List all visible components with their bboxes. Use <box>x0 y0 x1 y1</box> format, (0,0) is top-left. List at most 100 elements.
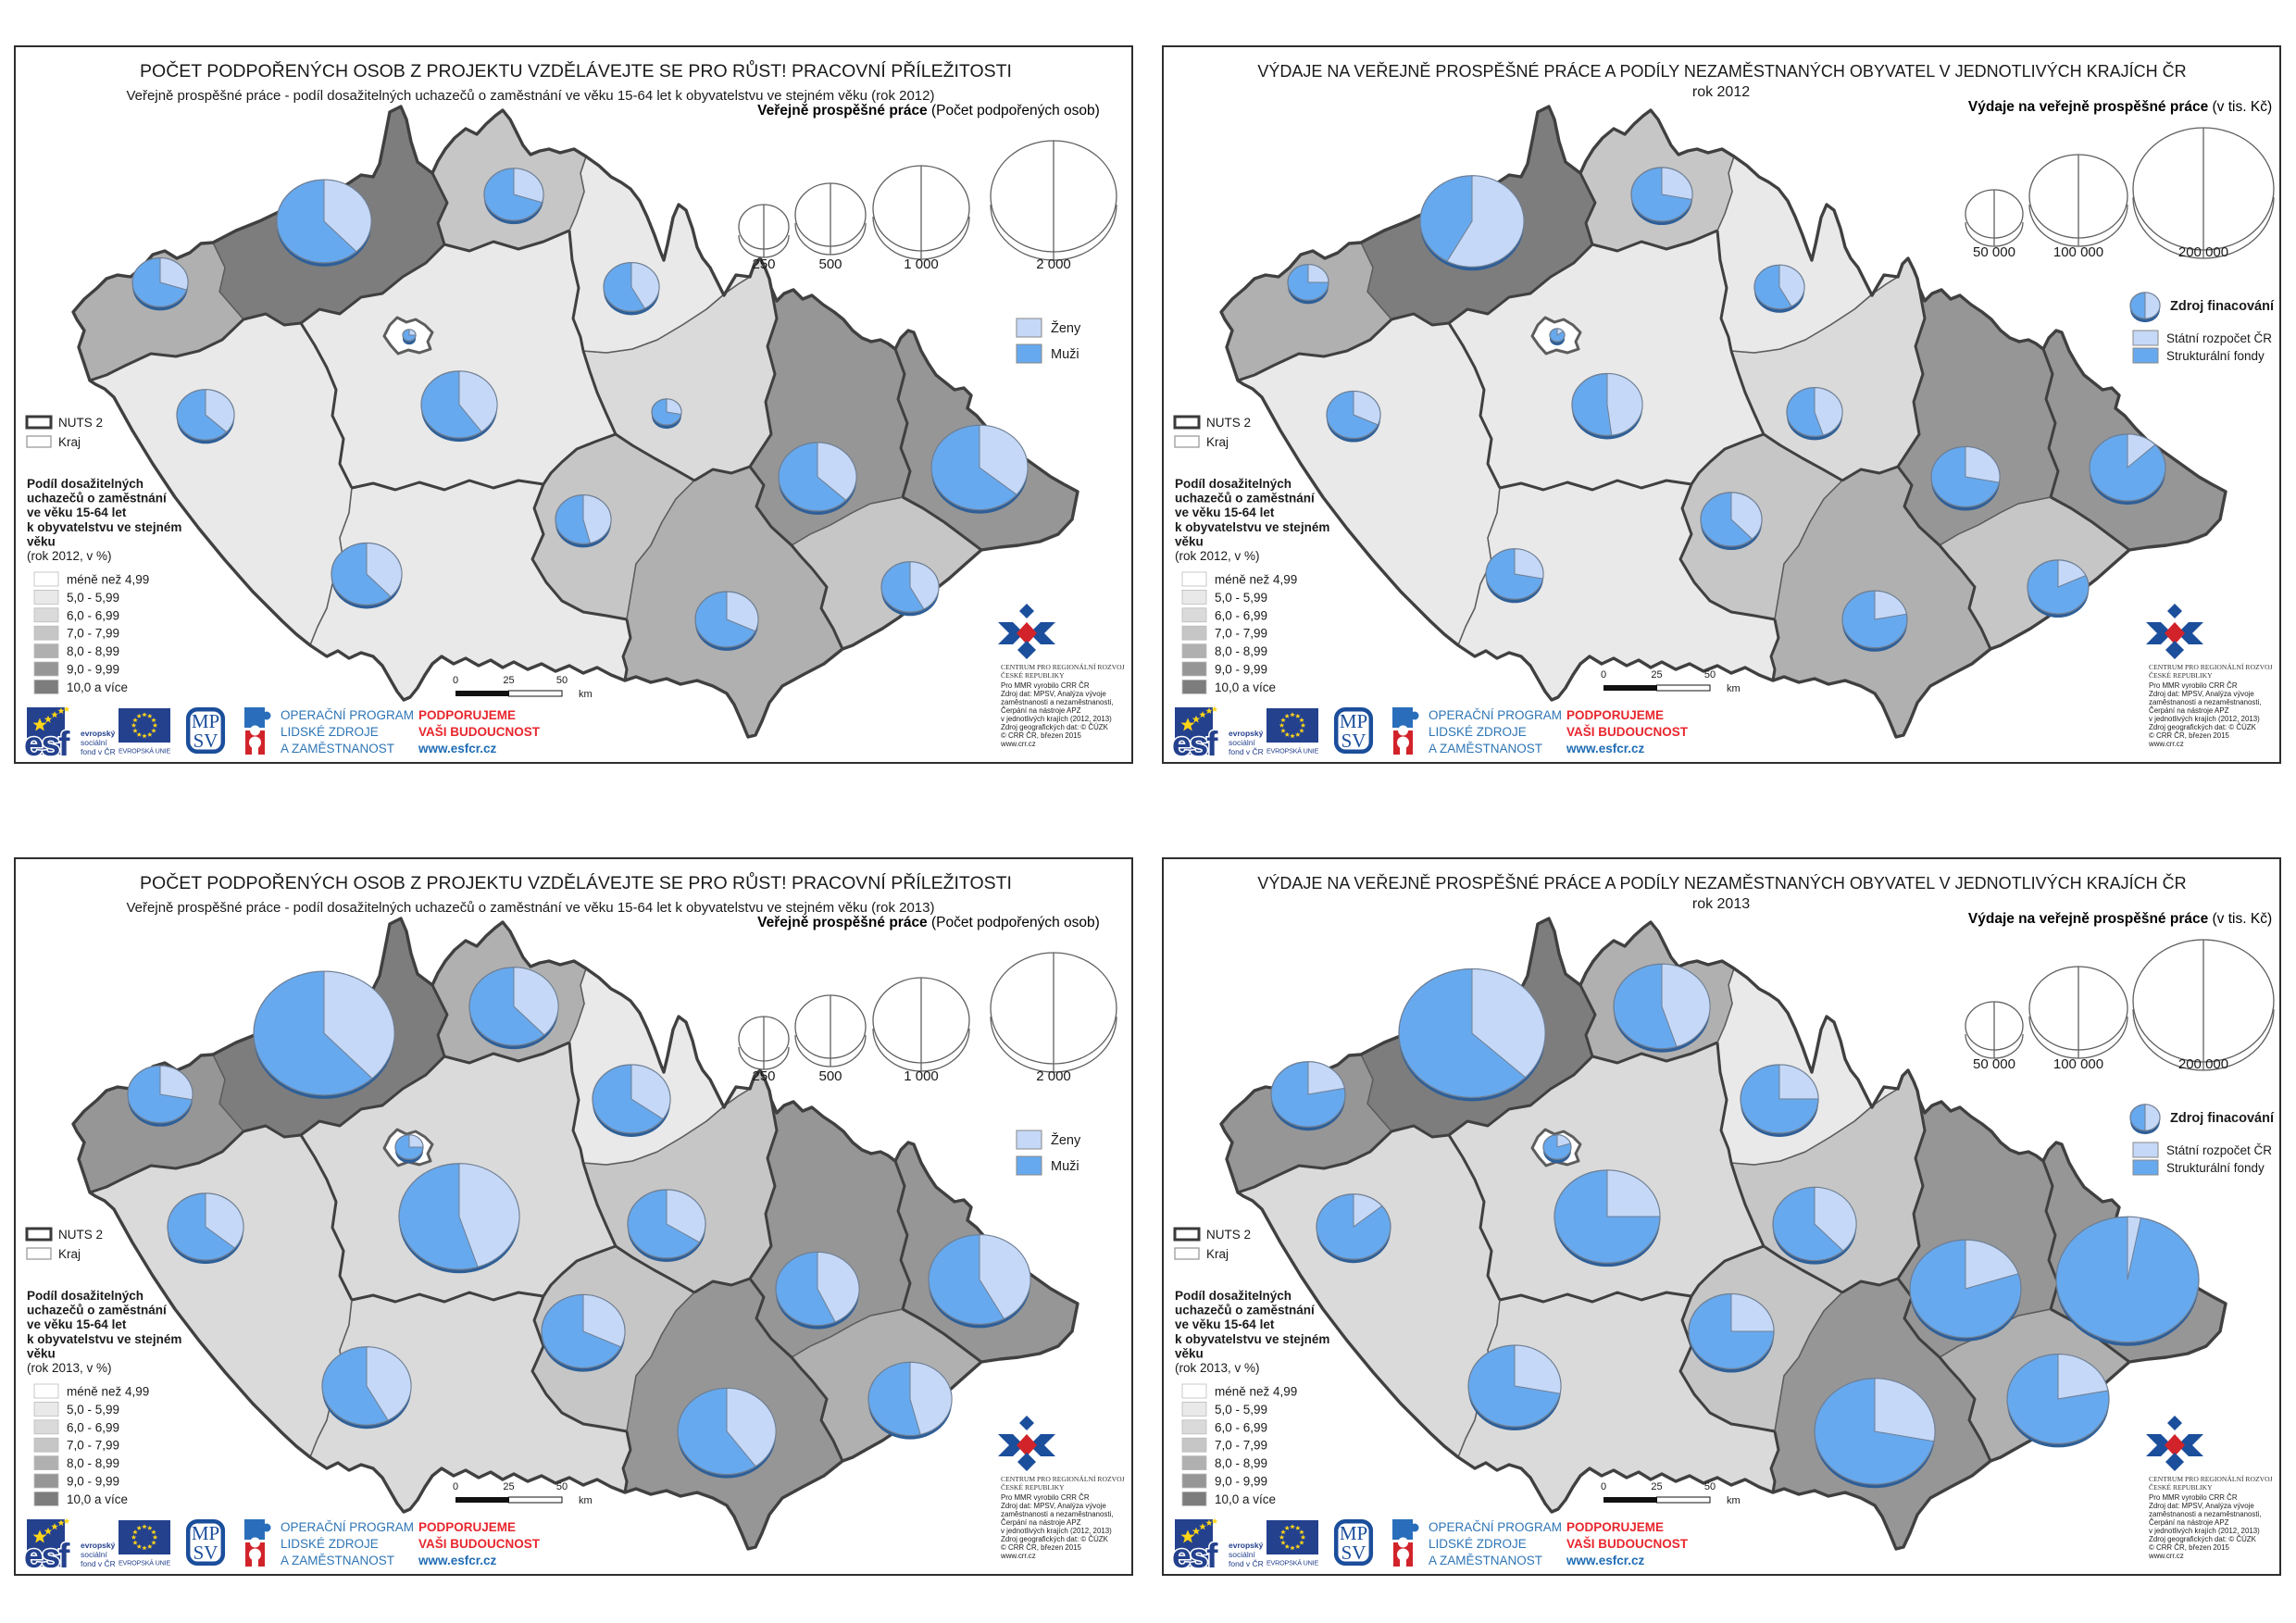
svg-text:0: 0 <box>1601 669 1606 680</box>
svg-text:NUTS 2: NUTS 2 <box>58 416 103 430</box>
svg-text:www.crr.cz: www.crr.cz <box>2148 740 2184 748</box>
svg-text:Čerpání na nástroje APZ: Čerpání na nástroje APZ <box>2149 1518 2229 1527</box>
svg-text:250: 250 <box>752 1068 775 1084</box>
svg-text:Kraj: Kraj <box>58 435 81 449</box>
svg-text:fond v ČR: fond v ČR <box>1229 747 1264 756</box>
svg-text:A ZAMĚSTNANOST: A ZAMĚSTNANOST <box>281 742 394 755</box>
svg-text:www.crr.cz: www.crr.cz <box>1000 740 1036 748</box>
svg-text:zaměstnanosti a nezaměstnanost: zaměstnanosti a nezaměstnanosti, <box>1001 1510 1114 1518</box>
svg-text:věku: věku <box>1175 1346 1204 1360</box>
svg-text:zaměstnanosti a nezaměstnanost: zaměstnanosti a nezaměstnanosti, <box>2149 698 2262 706</box>
svg-text:6,0 - 6,99: 6,0 - 6,99 <box>1215 608 1267 622</box>
svg-text:méně než 4,99: méně než 4,99 <box>67 573 149 587</box>
svg-text:www.esfcr.cz: www.esfcr.cz <box>418 1554 497 1567</box>
svg-text:50: 50 <box>556 1481 568 1492</box>
svg-text:8,0 - 8,99: 8,0 - 8,99 <box>67 1456 119 1470</box>
svg-text:www.esfcr.cz: www.esfcr.cz <box>418 742 497 755</box>
svg-text:9,0 - 9,99: 9,0 - 9,99 <box>67 1475 119 1489</box>
svg-text:Ženy: Ženy <box>1051 320 1081 336</box>
svg-text:10,0 a více: 10,0 a více <box>67 1492 128 1506</box>
svg-text:uchazečů o zaměstnání: uchazečů o zaměstnání <box>1175 1304 1316 1317</box>
svg-text:PODPORUJEME: PODPORUJEME <box>1566 708 1664 722</box>
svg-text:500: 500 <box>818 256 842 272</box>
svg-text:© CRR ČR, březen 2015: © CRR ČR, březen 2015 <box>2149 1543 2230 1552</box>
svg-text:5,0 - 5,99: 5,0 - 5,99 <box>67 591 119 605</box>
svg-text:POČET PODPOŘENÝCH OSOB Z PROJE: POČET PODPOŘENÝCH OSOB Z PROJEKTU VZDĚLÁ… <box>140 59 1012 81</box>
svg-text:2 000: 2 000 <box>1036 1068 1071 1084</box>
svg-text:A ZAMĚSTNANOST: A ZAMĚSTNANOST <box>1429 1554 1542 1567</box>
svg-text:OPERAČNÍ PROGRAM: OPERAČNÍ PROGRAM <box>281 1520 414 1534</box>
svg-text:5,0 - 5,99: 5,0 - 5,99 <box>67 1403 119 1417</box>
svg-text:věku: věku <box>27 1346 56 1360</box>
svg-text:MP: MP <box>1340 1522 1367 1544</box>
svg-text:esf: esf <box>1172 725 1218 763</box>
svg-text:Zdroj dat: MPSV, Analýza vývoj: Zdroj dat: MPSV, Analýza vývoje <box>1001 690 1106 698</box>
svg-text:Pro MMR vyrobilo CRR ČR: Pro MMR vyrobilo CRR ČR <box>1001 1493 1090 1502</box>
svg-text:10,0 a více: 10,0 a více <box>1215 1492 1276 1506</box>
svg-text:esf: esf <box>1172 1537 1218 1575</box>
svg-text:ČESKÉ REPUBLIKY: ČESKÉ REPUBLIKY <box>1001 1482 1065 1492</box>
svg-text:1 000: 1 000 <box>904 1068 939 1084</box>
svg-text:sociální: sociální <box>1229 738 1255 747</box>
svg-text:Zdroj geografických dat: © ČÚZ: Zdroj geografických dat: © ČÚZK <box>1001 723 1109 731</box>
svg-text:rok 2013: rok 2013 <box>1692 896 1750 912</box>
svg-text:Pro MMR vyrobilo CRR ČR: Pro MMR vyrobilo CRR ČR <box>2149 681 2238 690</box>
svg-text:SV: SV <box>193 1542 218 1564</box>
svg-text:www.crr.cz: www.crr.cz <box>1000 1552 1036 1560</box>
svg-text:esf: esf <box>24 1537 70 1575</box>
svg-text:Státní rozpočet ČR: Státní rozpočet ČR <box>2166 1143 2272 1157</box>
svg-text:Kraj: Kraj <box>1206 435 1229 449</box>
svg-text:6,0 - 6,99: 6,0 - 6,99 <box>1215 1420 1267 1434</box>
svg-text:50 000: 50 000 <box>1973 1056 2015 1072</box>
svg-text:www.crr.cz: www.crr.cz <box>2148 1552 2184 1560</box>
svg-text:EVROPSKÁ UNIE: EVROPSKÁ UNIE <box>119 1559 171 1567</box>
svg-text:8,0 - 8,99: 8,0 - 8,99 <box>1215 1456 1267 1470</box>
svg-text:km: km <box>1727 1495 1741 1506</box>
svg-text:50 000: 50 000 <box>1973 244 2015 260</box>
svg-text:Zdroj geografických dat: © ČÚZ: Zdroj geografických dat: © ČÚZK <box>2149 1535 2257 1543</box>
svg-text:Strukturální fondy: Strukturální fondy <box>2166 1161 2265 1175</box>
svg-text:Zdroj dat: MPSV, Analýza vývoj: Zdroj dat: MPSV, Analýza vývoje <box>2149 690 2254 698</box>
svg-text:EVROPSKÁ UNIE: EVROPSKÁ UNIE <box>119 747 171 755</box>
svg-text:sociální: sociální <box>81 1550 107 1559</box>
svg-text:LIDSKÉ ZDROJE: LIDSKÉ ZDROJE <box>1429 1537 1527 1551</box>
svg-text:k obyvatelstvu ve stejném: k obyvatelstvu ve stejném <box>1175 1332 1329 1346</box>
svg-text:8,0 - 8,99: 8,0 - 8,99 <box>1215 644 1267 658</box>
svg-text:k obyvatelstvu ve stejném: k obyvatelstvu ve stejném <box>27 1332 181 1346</box>
svg-text:10,0 a více: 10,0 a více <box>1215 680 1276 694</box>
svg-text:© CRR ČR, březen 2015: © CRR ČR, březen 2015 <box>1001 731 1082 740</box>
svg-text:Čerpání na nástroje APZ: Čerpání na nástroje APZ <box>2149 706 2229 715</box>
svg-text:méně než 4,99: méně než 4,99 <box>1215 1385 1297 1399</box>
svg-text:© CRR ČR, březen 2015: © CRR ČR, březen 2015 <box>2149 731 2230 740</box>
svg-text:5,0 - 5,99: 5,0 - 5,99 <box>1215 1403 1267 1417</box>
svg-text:(rok 2012, v %): (rok 2012, v %) <box>27 549 112 563</box>
svg-text:km: km <box>579 689 593 700</box>
svg-text:POČET PODPOŘENÝCH OSOB Z PROJE: POČET PODPOŘENÝCH OSOB Z PROJEKTU VZDĚLÁ… <box>140 871 1012 893</box>
svg-text:v jednotlivých krajích (2012,: v jednotlivých krajích (2012, 2013) <box>1001 715 1112 723</box>
svg-text:www.esfcr.cz: www.esfcr.cz <box>1566 742 1645 755</box>
svg-text:8,0 - 8,99: 8,0 - 8,99 <box>67 644 119 658</box>
svg-text:CENTRUM PRO REGIONÁLNÍ ROZVOJ: CENTRUM PRO REGIONÁLNÍ ROZVOJ <box>2149 662 2273 671</box>
svg-text:Kraj: Kraj <box>1206 1247 1229 1261</box>
svg-text:VAŠI BUDOUCNOST: VAŠI BUDOUCNOST <box>1566 1537 1689 1551</box>
svg-text:Státní rozpočet ČR: Státní rozpočet ČR <box>2166 331 2272 345</box>
svg-text:200 000: 200 000 <box>2178 1056 2228 1072</box>
svg-text:© CRR ČR, březen 2015: © CRR ČR, březen 2015 <box>1001 1543 1082 1552</box>
svg-text:k obyvatelstvu ve stejném: k obyvatelstvu ve stejném <box>1175 520 1329 534</box>
svg-text:Podíl dosažitelných: Podíl dosažitelných <box>27 1289 144 1303</box>
svg-text:CENTRUM PRO REGIONÁLNÍ ROZVOJ: CENTRUM PRO REGIONÁLNÍ ROZVOJ <box>1001 1474 1125 1483</box>
svg-text:Veřejně prospěšné práce (Počet: Veřejně prospěšné práce (Počet podpořený… <box>757 915 1100 930</box>
svg-text:9,0 - 9,99: 9,0 - 9,99 <box>67 663 119 677</box>
svg-text:Zdroj dat: MPSV, Analýza vývoj: Zdroj dat: MPSV, Analýza vývoje <box>1001 1502 1106 1510</box>
svg-text:esf: esf <box>24 725 70 763</box>
svg-text:SV: SV <box>1341 1542 1366 1564</box>
svg-text:ČESKÉ REPUBLIKY: ČESKÉ REPUBLIKY <box>2149 1482 2213 1492</box>
svg-text:ČESKÉ REPUBLIKY: ČESKÉ REPUBLIKY <box>2149 670 2213 680</box>
svg-text:Zdroj dat: MPSV, Analýza vývoj: Zdroj dat: MPSV, Analýza vývoje <box>2149 1502 2254 1510</box>
svg-text:evropský: evropský <box>81 1541 116 1550</box>
svg-text:sociální: sociální <box>1229 1550 1255 1559</box>
svg-text:Kraj: Kraj <box>58 1247 81 1261</box>
svg-text:www.esfcr.cz: www.esfcr.cz <box>1566 1554 1645 1567</box>
svg-text:1 000: 1 000 <box>904 256 939 272</box>
svg-text:EVROPSKÁ UNIE: EVROPSKÁ UNIE <box>1267 747 1319 755</box>
